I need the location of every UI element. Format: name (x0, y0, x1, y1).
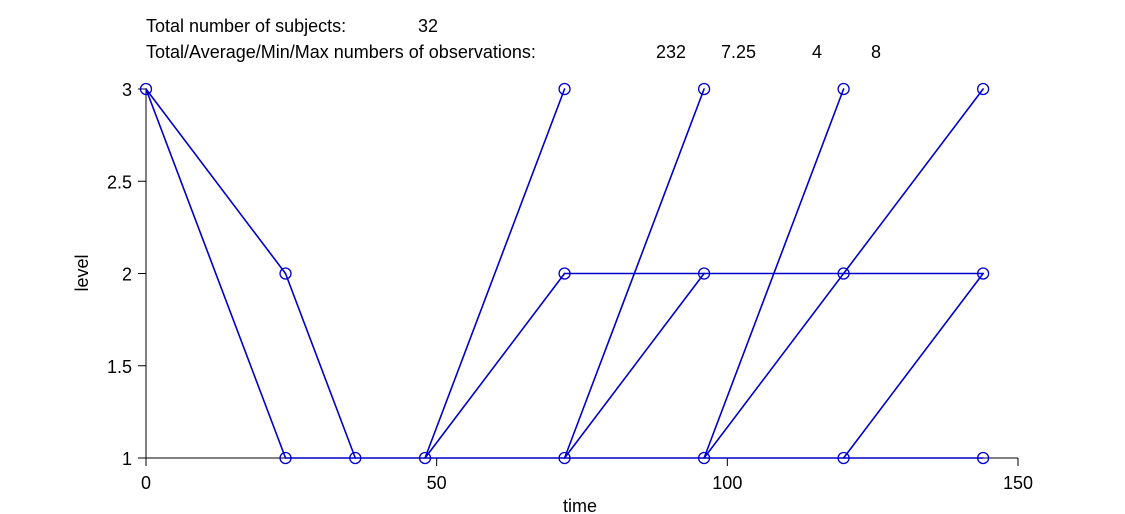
observations-max: 8 (871, 42, 881, 62)
x-axis-label: time (563, 496, 597, 514)
data-point (837, 82, 850, 96)
series-line (145, 88, 287, 459)
data-point (418, 451, 432, 465)
data-point (697, 82, 711, 96)
series-line (703, 88, 984, 459)
data-point (837, 451, 850, 465)
data-point (837, 267, 850, 280)
data-point (558, 82, 571, 96)
x-tick-label: 50 (427, 473, 447, 493)
series-line (563, 272, 705, 459)
data-point (558, 451, 571, 465)
data-point (139, 82, 153, 96)
observations-average: 7.25 (721, 42, 756, 62)
observations-label: Total/Average/Min/Max numbers of observa… (146, 42, 536, 62)
series-line (424, 272, 566, 459)
y-tick-label: 1 (122, 449, 132, 469)
data-point (976, 82, 990, 96)
observations-total: 232 (656, 42, 686, 62)
y-axis-label: level (72, 254, 92, 291)
series-line (842, 272, 984, 459)
data-point (697, 451, 711, 465)
data-series (145, 88, 984, 459)
series-line (284, 272, 357, 459)
series-line (145, 88, 287, 275)
data-point (279, 451, 292, 465)
series-line (703, 88, 845, 459)
data-markers (139, 82, 990, 465)
data-point (279, 267, 292, 280)
y-tick-label: 3 (122, 80, 132, 100)
data-point (976, 451, 990, 465)
series-line (424, 88, 566, 459)
observations-min: 4 (812, 42, 822, 62)
y-tick-label: 1.5 (107, 357, 132, 377)
data-point (558, 267, 571, 280)
y-tick-label: 2.5 (107, 172, 132, 192)
data-point (349, 451, 362, 465)
x-tick-label: 150 (1003, 473, 1033, 493)
data-point (976, 267, 990, 280)
x-tick-label: 100 (712, 473, 742, 493)
x-tick-label: 0 (141, 473, 151, 493)
y-tick-label: 2 (122, 265, 132, 285)
subjects-label: Total number of subjects: (146, 16, 346, 36)
axis-ticks: 0 50 100 150 1 1.5 2 2.5 3 (107, 80, 1033, 493)
subjects-value: 32 (418, 16, 438, 36)
data-point (697, 267, 711, 280)
series-line (563, 88, 705, 459)
